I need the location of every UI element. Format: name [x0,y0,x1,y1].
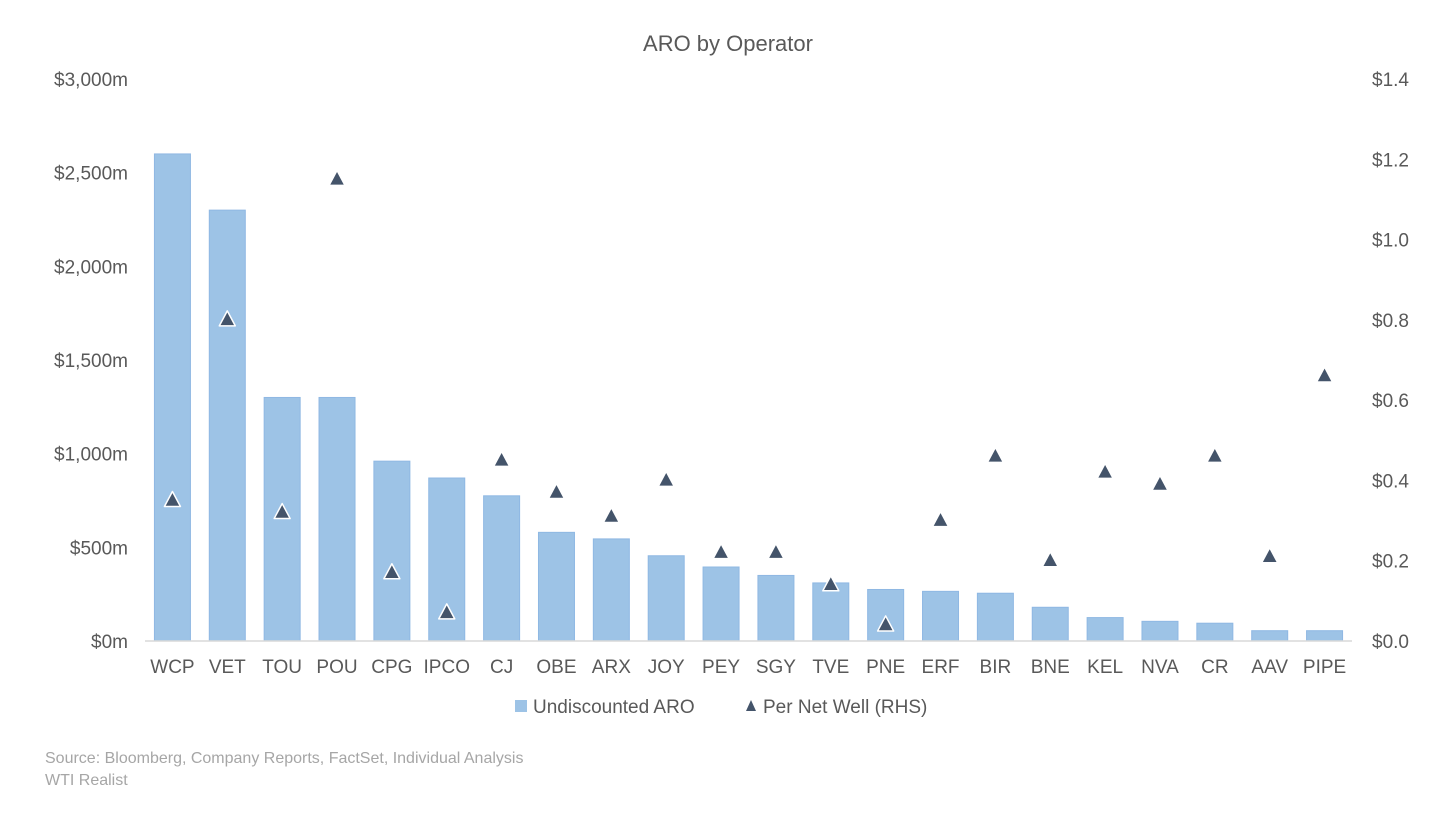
bar-kel [1086,617,1124,642]
marker-tve [822,575,840,592]
category-label: BNE [1031,657,1070,678]
marker-pipe [1315,366,1334,383]
category-label: CPG [371,657,412,678]
category-label: OBE [536,657,576,678]
right-tick-label: $0.0 [1372,632,1409,653]
category-label: PEY [702,657,740,678]
bar-joy [647,555,685,642]
legend-label-aro: Undiscounted ARO [533,697,695,718]
category-label: JOY [648,657,685,678]
marker-aav [1260,546,1279,564]
source-note: Source: Bloomberg, Company Reports, Fact… [45,750,524,767]
category-label: BIR [980,657,1012,678]
bar-tve [812,582,850,642]
bar-pou [318,396,356,642]
bar-obe [537,531,575,642]
left-tick-label: $1,500m [54,351,128,372]
right-tick-label: $0.2 [1372,552,1409,573]
marker-wcp [163,490,182,508]
marker-bir [986,446,1005,464]
marker-ipco [438,603,456,620]
category-label: CR [1201,657,1228,678]
bar-bir [976,592,1014,642]
marker-vet [218,310,237,327]
category-label: PNE [866,657,905,678]
right-tick-label: $0.8 [1372,311,1409,332]
marker-erf [931,510,950,528]
marker-obe [547,482,566,500]
bar-cpg [373,460,411,642]
legend-label-per-well: Per Net Well (RHS) [763,697,927,718]
category-label: CJ [490,657,513,678]
category-label: PIPE [1303,657,1346,678]
left-tick-label: $3,000m [54,70,128,91]
bar-vet [208,209,246,642]
category-label: TVE [812,657,849,678]
marker-sgy [767,542,785,560]
category-label: SGY [756,657,796,678]
legend-swatch-per-well [746,700,756,711]
bar-arx [592,538,630,642]
bar-cj [483,495,521,642]
category-label: TOU [262,657,302,678]
bar-erf [922,590,960,642]
right-tick-label: $0.6 [1372,391,1409,412]
left-tick-label: $2,500m [54,164,128,185]
left-tick-label: $1,000m [54,445,128,466]
chart-title: ARO by Operator [643,31,813,56]
marker-nva [1151,474,1169,492]
category-label: KEL [1087,657,1123,678]
left-tick-label: $0m [91,632,128,653]
credit-note: WTI Realist [45,772,128,789]
bar-bne [1031,606,1069,642]
bar-nva [1141,620,1179,642]
legend: Undiscounted ARO Per Net Well (RHS) [515,697,927,718]
right-tick-label: $1.0 [1372,231,1409,252]
left-tick-label: $500m [70,538,128,559]
marker-pey [712,542,730,560]
right-tick-label: $1.4 [1372,70,1409,91]
category-label: ARX [592,657,631,678]
category-label: POU [316,657,357,678]
marker-cpg [383,563,401,580]
marker-pne [876,615,895,632]
marker-cr [1206,446,1224,464]
bar-sgy [757,574,795,642]
bar-pey [702,566,740,642]
legend-swatch-aro [515,700,527,712]
marker-bne [1041,550,1059,568]
marker-arx [602,506,621,524]
category-label: VET [209,657,246,678]
right-tick-label: $1.2 [1372,150,1409,171]
category-label: AAV [1251,657,1288,678]
right-tick-label: $0.4 [1372,471,1409,492]
bar-wcp [153,153,191,642]
bar-aav [1251,630,1289,642]
category-label: NVA [1141,657,1179,678]
category-label: ERF [922,657,960,678]
bar-cr [1196,622,1234,642]
marker-joy [657,470,675,488]
marker-kel [1096,462,1114,480]
bar-pipe [1306,630,1344,642]
aro-chart: ARO by Operator $0m $500m $1,000m $1,500m $2… [54,31,1409,718]
category-label: IPCO [424,657,470,678]
marker-pou [328,169,346,187]
category-label: WCP [150,657,194,678]
left-tick-label: $2,000m [54,257,128,278]
marker-tou [273,502,291,520]
marker-cj [492,450,511,468]
